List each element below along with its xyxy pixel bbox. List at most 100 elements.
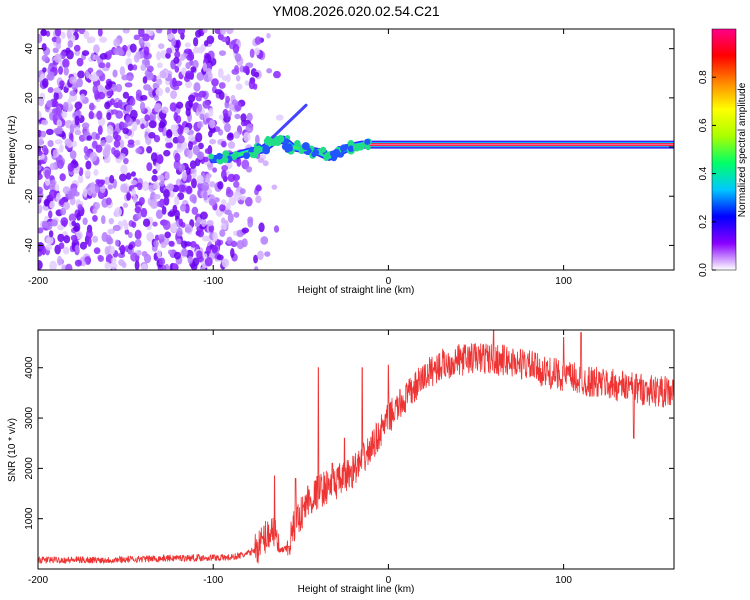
spectrogram-noise-cell	[243, 131, 251, 143]
spectrogram-noise-cell	[107, 229, 114, 235]
spectrogram-noise-cell	[88, 102, 95, 111]
spectrogram-noise-cell	[144, 58, 151, 69]
spectrogram-noise-cell	[156, 250, 162, 258]
spectrogram-noise-cell	[206, 219, 214, 227]
spectrogram-noise-cell	[54, 184, 60, 192]
spectrogram-noise-cell	[224, 122, 231, 133]
colorbar-tick-label: 0.8	[698, 70, 709, 84]
spectrogram-noise-cell	[132, 195, 138, 204]
spectrogram-noise-cell	[156, 78, 163, 86]
spectrogram-noise-cell	[207, 71, 213, 82]
spectrogram-noise-cell	[163, 149, 171, 157]
spectrogram-noise-cell	[127, 139, 135, 145]
spectrogram-noise-cell	[234, 53, 242, 62]
spectrogram-noise-cell	[74, 129, 82, 136]
spectrogram-noise-cell	[170, 90, 178, 100]
spectrogram-noise-cell	[225, 202, 231, 211]
spectrogram-noise-cell	[185, 107, 191, 117]
spectrogram-noise-cell	[245, 123, 254, 134]
spectrogram-noise-cell	[154, 234, 160, 241]
spectrogram-noise-cell	[207, 162, 214, 171]
spectrogram-x-tick-label: 0	[386, 276, 392, 287]
spectrogram-noise-cell	[202, 253, 208, 259]
snr-y-ticks: 1000 2000 3000 4000	[24, 356, 674, 530]
spectrogram-noise-cell	[155, 87, 164, 97]
spectrogram-noise-cell	[67, 190, 76, 200]
spectrogram-noise-cell	[227, 212, 234, 224]
spectrogram-noise-cell	[254, 47, 260, 56]
spectrogram-noise-cell	[61, 264, 67, 270]
spectrogram-noise-cell	[131, 188, 137, 197]
spectrogram-noise-cell	[104, 261, 111, 270]
spectrogram-noise-cell	[196, 71, 205, 81]
snr-background	[38, 330, 674, 569]
spectrogram-noise-cell	[163, 189, 170, 199]
snr-x-label: Height of straight line (km)	[298, 584, 415, 595]
spectrogram-noise-cell	[169, 102, 177, 112]
spectrogram-noise-cell	[173, 56, 180, 65]
spectrogram-noise-cell	[142, 218, 151, 227]
spectrogram-noise-cell	[173, 195, 180, 206]
spectrogram-noise-cell	[156, 62, 163, 69]
snr-x-tick-label: 0	[386, 575, 392, 586]
spectrogram-noise-cell	[244, 196, 253, 207]
spectrogram-noise-cell	[70, 234, 78, 242]
spectrogram-noise-cell	[255, 195, 262, 204]
signal-track-blob	[255, 145, 262, 153]
spectrogram-noise-cell	[106, 90, 114, 96]
spectrogram-noise-cell	[160, 241, 167, 249]
signal-track-blob	[249, 146, 255, 153]
spectrogram-noise-cell	[165, 86, 171, 94]
snr-x-tick-label: -100	[203, 575, 223, 586]
spectrogram-noise-cell	[208, 107, 214, 117]
spectrogram-noise-cell	[184, 80, 192, 89]
spectrogram-noise-cell	[131, 171, 136, 177]
spectrogram-noise-cell	[266, 68, 273, 74]
spectrogram-noise-cell	[161, 106, 169, 114]
spectrogram-noise-cell	[177, 134, 185, 144]
spectrogram-noise-cell	[221, 258, 230, 268]
spectrogram-noise-cell	[41, 54, 49, 62]
spectrogram-noise-cell	[62, 246, 70, 255]
spectrogram-noise-cell	[190, 241, 197, 248]
spectrogram-noise-cell	[175, 39, 181, 49]
spectrogram-noise-cell	[200, 43, 206, 52]
spectrogram-noise-cell	[211, 245, 219, 253]
spectrogram-noise-cell	[122, 91, 130, 99]
spectrogram-noise-cell	[97, 125, 103, 135]
spectrogram-noise-cell	[212, 231, 218, 242]
spectrogram-noise-cell	[240, 113, 247, 123]
spectrogram-noise-cell	[130, 179, 138, 186]
spectrogram-noise-cell	[174, 80, 183, 87]
spectrogram-noise-cell	[68, 213, 77, 223]
spectrogram-noise-cell	[77, 174, 84, 184]
spectrogram-noise-cell	[227, 109, 232, 117]
spectrogram-noise-cell	[185, 70, 193, 79]
spectrogram-noise-cell	[123, 222, 129, 231]
spectrogram-noise-cell	[249, 48, 255, 58]
spectrogram-noise-cell	[225, 73, 231, 83]
spectrogram-noise-cell	[119, 139, 125, 149]
spectrogram-noise-cell	[138, 197, 145, 206]
spectrogram-noise-cell	[240, 195, 247, 201]
spectrogram-noise-cell	[230, 247, 235, 258]
spectrogram-noise-cell	[49, 200, 55, 209]
spectrogram-noise-cell	[234, 113, 241, 120]
spectrogram-noise-cell	[260, 236, 269, 245]
signal-track-blob	[357, 143, 365, 151]
spectrogram-noise-cell	[191, 178, 197, 189]
spectrogram-noise-cell	[105, 62, 111, 69]
spectrogram-noise-cell	[172, 124, 179, 130]
spectrogram-noise-cell	[141, 263, 148, 270]
spectrogram-noise-cell	[107, 125, 114, 135]
spectrogram-noise-cell	[152, 221, 158, 227]
spectrogram-noise-cell	[255, 134, 260, 145]
spectrogram-noise-cell	[253, 254, 258, 264]
spectrogram-noise-cell	[206, 35, 215, 45]
spectrogram-noise-cell	[156, 51, 162, 61]
spectrogram-noise-cell	[69, 124, 75, 134]
spectrogram-noise-cell	[221, 165, 229, 172]
spectrogram-noise-cell	[105, 84, 112, 90]
spectrogram-noise-cell	[92, 84, 98, 95]
